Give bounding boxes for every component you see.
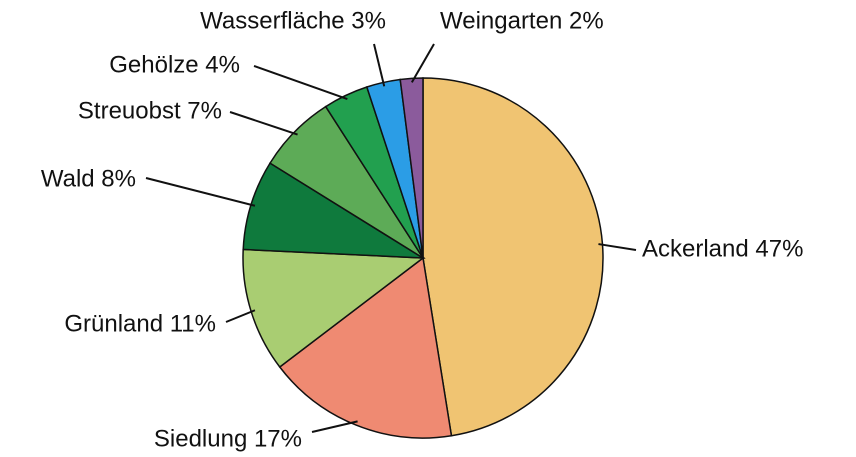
slice-label: Siedlung 17% (154, 425, 302, 452)
leader-line (225, 309, 256, 323)
slice-label: Streuobst 7% (78, 97, 222, 124)
pie-slice (278, 256, 453, 439)
slice-label: Wald 8% (41, 165, 136, 192)
leader-line (410, 43, 435, 83)
leader-line (598, 243, 637, 251)
leader-line (311, 420, 358, 433)
pie-slice (422, 77, 604, 437)
leader-line (373, 43, 386, 87)
pie-slice (399, 77, 424, 259)
slice-label: Gehölze 4% (109, 51, 240, 78)
leader-line (253, 65, 348, 101)
slice-label: Ackerland 47% (642, 235, 803, 262)
leader-line (145, 177, 256, 207)
slice-label: Grünland 11% (64, 310, 216, 337)
slice-label: Wasserfläche 3% (200, 7, 386, 34)
slice-label: Weingarten 2% (440, 7, 604, 34)
leader-line (229, 111, 298, 136)
